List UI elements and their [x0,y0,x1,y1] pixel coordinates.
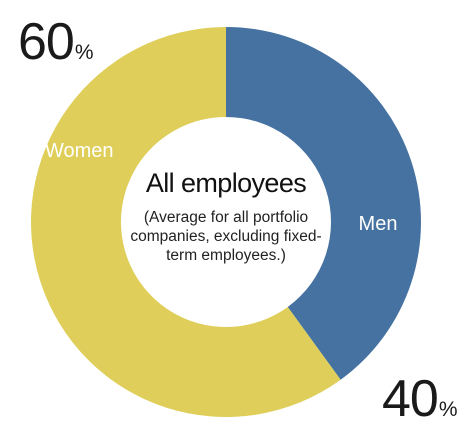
chart-subtitle: (Average for all portfolio companies, ex… [130,209,322,264]
percent-symbol: % [438,398,458,421]
slice-labels: Men Women [45,140,397,235]
percent-symbol: % [74,41,94,64]
slice-women [31,27,341,418]
chart-title: All employees [145,168,307,198]
men-percent-value: 40 [382,370,439,428]
women-percent-label: 60% [18,16,94,68]
slice-label-women: Women [45,140,114,162]
slice-men [226,27,422,380]
men-percent-label: 40% [382,373,458,425]
women-percent-value: 60 [18,13,75,71]
slice-label-men: Men [359,213,398,235]
donut-slices [31,27,422,418]
